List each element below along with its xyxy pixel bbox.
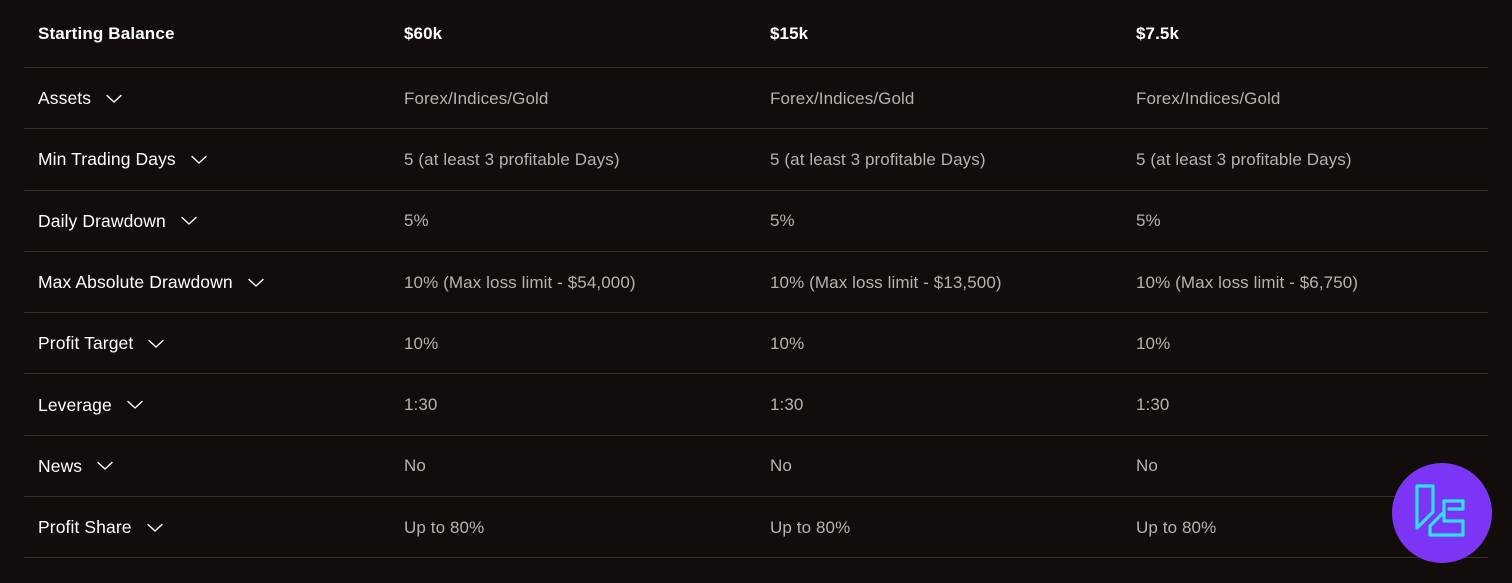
cell-value: 5 (at least 3 profitable Days) bbox=[770, 149, 986, 169]
brand-monogram-icon bbox=[1413, 482, 1471, 544]
row-label-profit-share[interactable]: Profit Share bbox=[38, 517, 404, 538]
cell-value: 5 (at least 3 profitable Days) bbox=[404, 149, 620, 169]
brand-badge-button[interactable] bbox=[1392, 463, 1492, 563]
row-label-profit-target[interactable]: Profit Target bbox=[38, 333, 404, 354]
table-header-label: Starting Balance bbox=[38, 24, 404, 44]
cell-value: 5 (at least 3 profitable Days) bbox=[1136, 149, 1352, 169]
row-label-leverage[interactable]: Leverage bbox=[38, 395, 404, 416]
table-row[interactable]: Profit Share Up to 80% Up to 80% Up to 8… bbox=[0, 497, 1512, 559]
row-label-text: Profit Target bbox=[38, 333, 134, 354]
cell-value: 10% bbox=[770, 333, 805, 353]
row-label-text: Min Trading Days bbox=[38, 149, 176, 170]
row-label-text: Assets bbox=[38, 88, 92, 109]
table-row[interactable]: Max Absolute Drawdown 10% (Max loss limi… bbox=[0, 252, 1512, 314]
table-row[interactable]: Leverage 1:30 1:30 1:30 bbox=[0, 374, 1512, 437]
chevron-down-icon[interactable] bbox=[146, 334, 166, 354]
row-label-assets[interactable]: Assets bbox=[38, 88, 404, 109]
cell-value: 10% bbox=[404, 333, 439, 353]
cell-value: Up to 80% bbox=[404, 517, 485, 537]
cell-value: 10% (Max loss limit - $6,750) bbox=[1136, 272, 1359, 292]
column-header-1: $60k bbox=[404, 24, 443, 43]
row-label-text: Profit Share bbox=[38, 517, 132, 538]
chevron-down-icon[interactable] bbox=[104, 89, 124, 109]
cell-value: No bbox=[770, 456, 792, 476]
row-label-daily-drawdown[interactable]: Daily Drawdown bbox=[38, 211, 404, 232]
cell-value: 1:30 bbox=[404, 395, 438, 415]
table-row[interactable]: Assets Forex/Indices/Gold Forex/Indices/… bbox=[0, 68, 1512, 130]
table-row[interactable]: Profit Target 10% 10% 10% bbox=[0, 313, 1512, 375]
column-header-2: $15k bbox=[770, 24, 809, 43]
cell-value: 1:30 bbox=[770, 395, 804, 415]
cell-value: 5% bbox=[770, 211, 795, 231]
row-label-min-trading-days[interactable]: Min Trading Days bbox=[38, 149, 404, 170]
chevron-down-icon[interactable] bbox=[179, 211, 199, 231]
chevron-down-icon[interactable] bbox=[189, 150, 209, 170]
chevron-down-icon[interactable] bbox=[246, 273, 266, 293]
row-label-text: Leverage bbox=[38, 394, 112, 415]
cell-value: No bbox=[1136, 456, 1158, 476]
cell-value: Forex/Indices/Gold bbox=[1136, 88, 1281, 108]
cell-value: Forex/Indices/Gold bbox=[404, 88, 549, 108]
row-label-max-absolute-drawdown[interactable]: Max Absolute Drawdown bbox=[38, 272, 404, 293]
chevron-down-icon[interactable] bbox=[145, 518, 165, 538]
cell-value: Forex/Indices/Gold bbox=[770, 88, 915, 108]
table-row[interactable]: Min Trading Days 5 (at least 3 profitabl… bbox=[0, 129, 1512, 191]
starting-balance-label: Starting Balance bbox=[38, 24, 175, 43]
table-header-row: Starting Balance $60k $15k $7.5k bbox=[0, 0, 1512, 68]
cell-value: Up to 80% bbox=[770, 517, 851, 537]
table-row[interactable]: News No No No bbox=[0, 436, 1512, 498]
cell-value: 1:30 bbox=[1136, 395, 1170, 415]
cell-value: 10% bbox=[1136, 333, 1171, 353]
cell-value: 5% bbox=[1136, 211, 1161, 231]
cell-value: No bbox=[404, 456, 426, 476]
row-label-news[interactable]: News bbox=[38, 456, 404, 477]
cell-value: Up to 80% bbox=[1136, 517, 1217, 537]
row-label-text: Daily Drawdown bbox=[38, 210, 166, 231]
cell-value: 5% bbox=[404, 211, 429, 231]
column-header-3: $7.5k bbox=[1136, 24, 1180, 43]
chevron-down-icon[interactable] bbox=[125, 395, 145, 415]
row-label-text: Max Absolute Drawdown bbox=[38, 272, 233, 293]
table-row[interactable]: Daily Drawdown 5% 5% 5% bbox=[0, 191, 1512, 253]
row-label-text: News bbox=[38, 455, 83, 476]
cell-value: 10% (Max loss limit - $54,000) bbox=[404, 272, 636, 292]
plan-comparison-table: Starting Balance $60k $15k $7.5k Assets … bbox=[0, 0, 1512, 559]
cell-value: 10% (Max loss limit - $13,500) bbox=[770, 272, 1002, 292]
chevron-down-icon[interactable] bbox=[95, 456, 115, 476]
